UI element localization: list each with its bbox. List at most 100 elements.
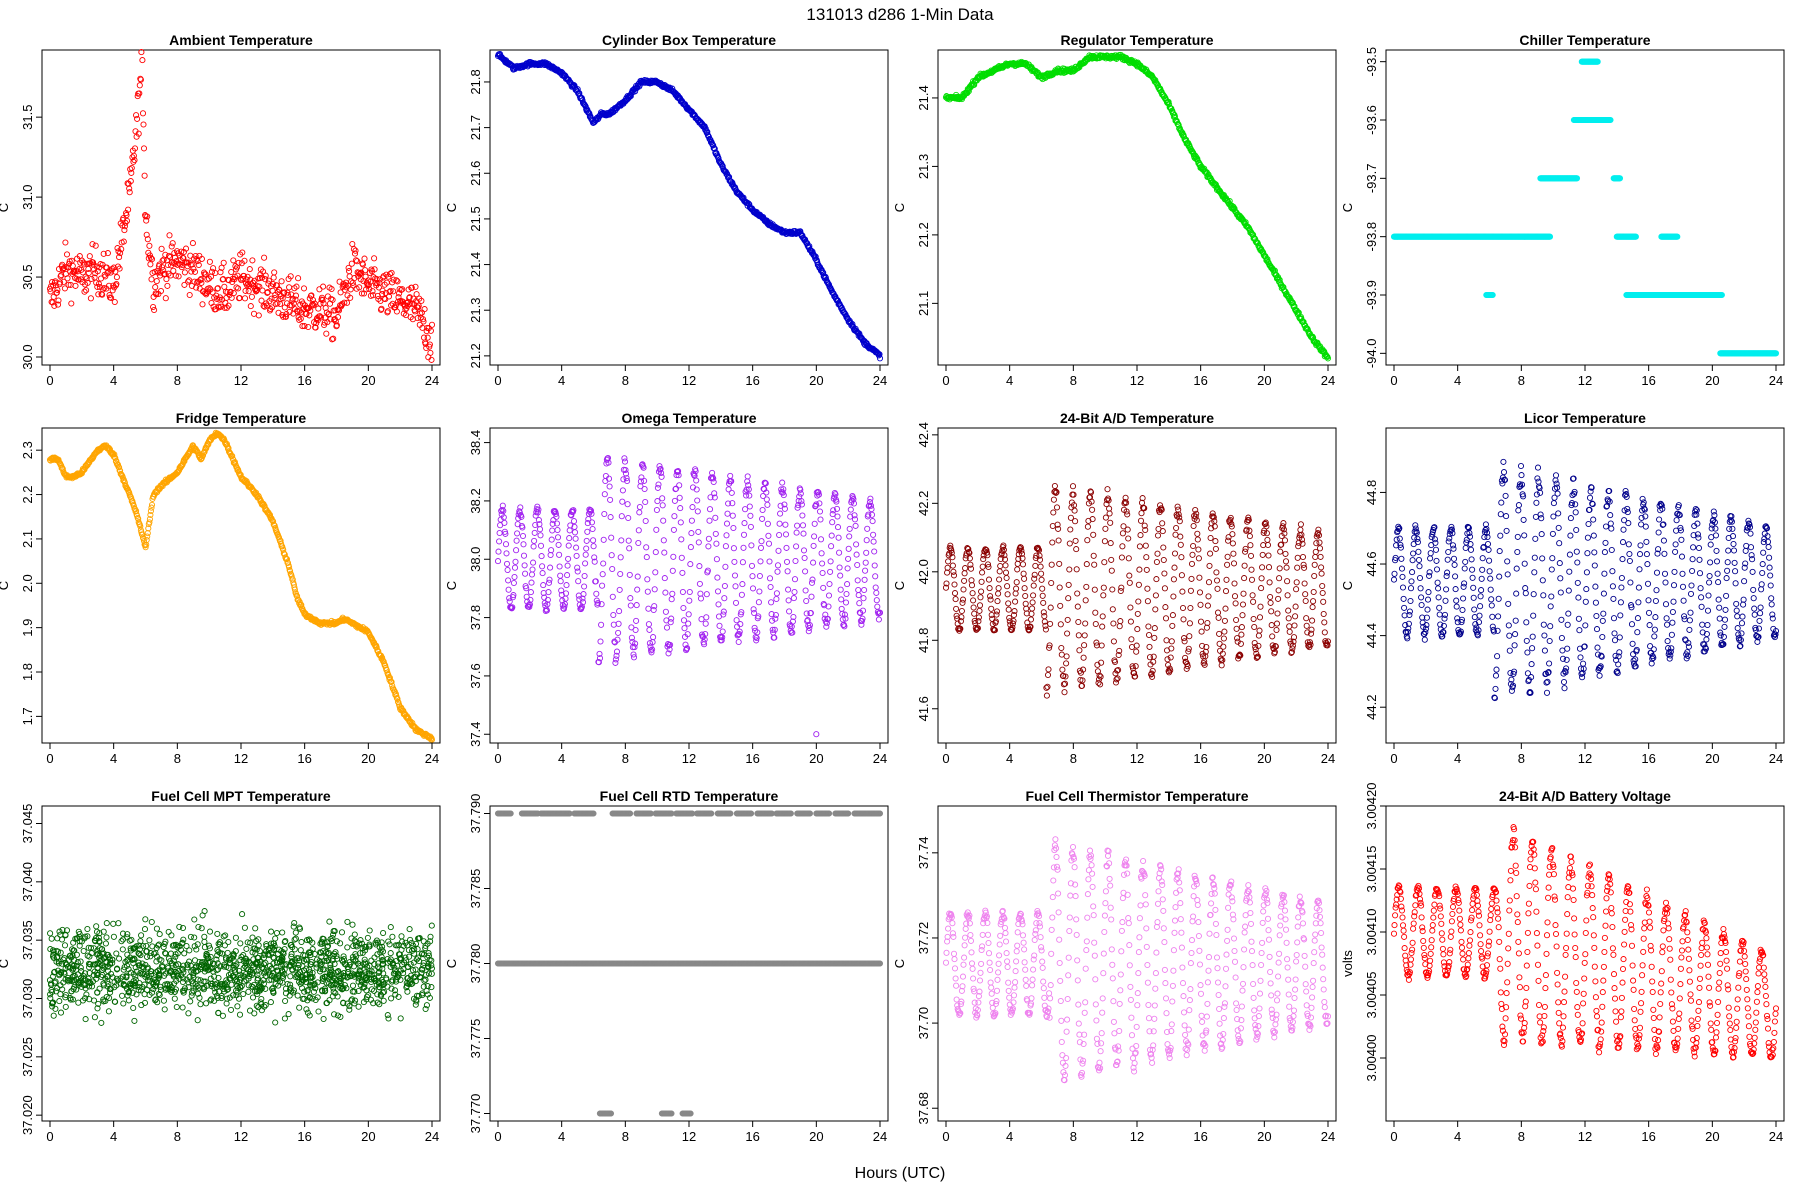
data-point: [680, 604, 687, 612]
data-point: [949, 562, 956, 569]
data-point: [968, 582, 976, 589]
data-point: [819, 569, 826, 577]
data-point: [803, 597, 810, 605]
data-point: [582, 560, 589, 567]
data-point: [547, 564, 554, 571]
x-tick-label: 12: [234, 373, 248, 388]
data-point: [635, 527, 642, 534]
data-point: [511, 573, 518, 581]
data-point: [270, 281, 277, 288]
data-points: [46, 49, 436, 363]
data-point: [257, 266, 264, 273]
data-point: [1063, 653, 1070, 660]
data-point: [636, 509, 643, 516]
panel-title: Chiller Temperature: [1519, 32, 1650, 48]
data-point: [242, 287, 249, 294]
data-point: [748, 562, 756, 569]
data-point: [644, 576, 651, 583]
data-point: [1074, 590, 1081, 597]
data-point: [230, 257, 237, 264]
data-point: [779, 479, 786, 486]
data-point: [641, 477, 648, 484]
data-point: [1012, 590, 1019, 597]
data-point: [412, 283, 419, 290]
data-point: [296, 307, 303, 314]
data-point: [378, 305, 385, 312]
data-point: [511, 564, 519, 571]
data-point: [856, 600, 863, 607]
data-point: [387, 287, 394, 294]
data-point: [133, 112, 140, 119]
data-point: [390, 288, 397, 295]
y-axis-label: C: [444, 581, 459, 590]
data-point: [1032, 562, 1039, 569]
data-point: [531, 529, 538, 536]
data-point: [85, 269, 92, 277]
data-point: [572, 535, 579, 542]
data-point: [359, 261, 366, 268]
data-point: [790, 595, 797, 602]
data-point: [828, 543, 835, 550]
data-point: [100, 250, 107, 257]
data-point: [159, 264, 166, 271]
data-point: [1005, 600, 1012, 607]
data-point: [418, 297, 425, 304]
data-point: [147, 254, 154, 261]
data-point: [556, 551, 563, 558]
data-point: [776, 531, 783, 539]
data-point: [196, 285, 203, 292]
data-point: [624, 501, 631, 508]
data-point: [1037, 563, 1044, 570]
data-point: [800, 530, 807, 537]
x-tick-label: 12: [234, 751, 248, 766]
data-point: [57, 279, 64, 286]
data-point: [730, 545, 737, 552]
data-point: [259, 287, 266, 294]
data-point: [63, 251, 71, 258]
data-point: [1049, 539, 1056, 546]
data-point: [721, 582, 728, 590]
data-point: [520, 552, 528, 559]
data-point: [1075, 618, 1082, 626]
data-point: [669, 567, 676, 574]
data-point: [1021, 585, 1028, 592]
y-tick-label: 38.4: [468, 430, 483, 455]
x-tick-label: 20: [361, 373, 375, 388]
data-point: [319, 297, 326, 304]
y-tick-label: 38.2: [468, 488, 483, 513]
data-point: [651, 603, 658, 610]
data-point: [399, 286, 406, 293]
data-point: [678, 536, 685, 543]
data-point: [987, 596, 994, 603]
data-point: [874, 603, 881, 610]
x-tick-label: 24: [425, 751, 439, 766]
data-point: [1090, 552, 1097, 559]
x-tick-label: 4: [558, 751, 565, 766]
data-point: [72, 282, 79, 289]
data-point: [512, 558, 519, 565]
data-point: [1075, 632, 1082, 639]
data-point: [539, 570, 546, 577]
data-point: [600, 536, 607, 543]
y-tick-label: 31.5: [20, 105, 35, 130]
data-point: [732, 599, 740, 606]
data-point: [702, 620, 709, 627]
data-point: [785, 597, 792, 604]
x-tick-label: 12: [682, 373, 696, 388]
data-point: [418, 309, 425, 316]
data-point: [1076, 647, 1083, 654]
data-point: [794, 522, 801, 529]
data-point: [170, 267, 177, 274]
data-point: [104, 250, 111, 257]
data-point: [394, 278, 401, 285]
data-point: [1030, 582, 1037, 589]
data-point: [140, 145, 148, 152]
data-point: [60, 278, 67, 285]
figure-title: 131013 d286 1-Min Data: [806, 5, 994, 24]
data-point: [618, 537, 625, 544]
x-tick-label: 20: [361, 751, 375, 766]
data-point: [853, 541, 860, 548]
data-point: [566, 78, 573, 85]
data-point: [768, 599, 775, 606]
